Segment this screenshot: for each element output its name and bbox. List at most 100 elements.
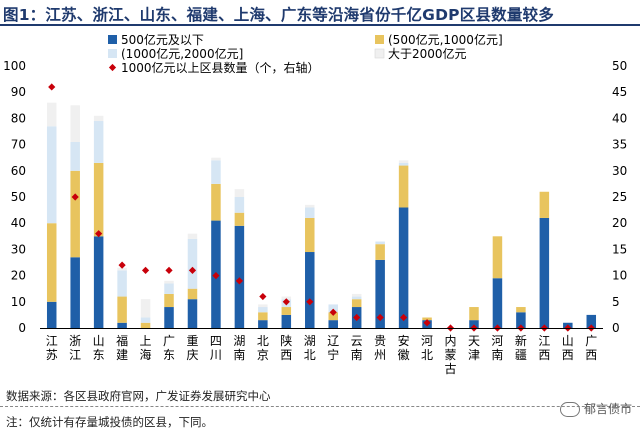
marker-diamond [118, 261, 126, 269]
x-tick-label-char: 北 [304, 348, 316, 362]
bar-segment-2 [469, 307, 479, 321]
legend-swatch [374, 48, 385, 59]
bar-segment-2 [539, 191, 550, 218]
y-left-tick-label: 60 [11, 164, 26, 178]
bar-segment-3 [398, 162, 409, 166]
x-tick-label-char: 蒙 [445, 348, 457, 362]
y-left-tick-label: 0 [18, 321, 26, 335]
bar-segment-3 [164, 283, 174, 294]
bar-segment-2 [46, 223, 57, 302]
marker-diamond [235, 277, 243, 285]
bar-segment-2 [351, 299, 362, 308]
x-tick-label-char: 河 [491, 334, 503, 348]
bar-segment-4 [93, 115, 104, 122]
y-right-tick-label: 50 [612, 59, 627, 73]
x-tick-label-char: 广 [163, 334, 175, 348]
bar-segment-1 [586, 314, 597, 328]
x-tick-label-char: 庆 [186, 348, 198, 362]
x-tick-label-char: 重 [186, 334, 198, 348]
x-tick-label-char: 山 [562, 334, 574, 348]
y-right-tick-label: 0 [612, 321, 620, 335]
bar-segment-3 [187, 238, 198, 289]
x-tick-label-char: 湖 [304, 333, 316, 348]
bar-segment-2 [422, 317, 432, 321]
bar-segment-4 [187, 233, 198, 239]
legend-swatch [108, 49, 117, 58]
bar-segment-3 [117, 270, 127, 297]
bar-segment-3 [70, 141, 80, 171]
y-right-tick-label: 40 [612, 111, 627, 125]
bar-segment-1 [328, 320, 338, 328]
y-right-tick-label: 20 [612, 216, 627, 230]
marker-diamond [48, 83, 56, 91]
bar-segment-4 [70, 105, 80, 142]
x-tick-label-char: 京 [257, 348, 269, 362]
bar-segment-1 [469, 320, 479, 328]
x-tick-label-char: 西 [538, 348, 550, 362]
x-tick-label-char: 南 [233, 347, 245, 362]
marker-diamond [376, 313, 384, 322]
bar-segment-4 [234, 189, 245, 197]
x-tick-label-char: 江 [69, 348, 81, 362]
bar-segment-3 [234, 197, 245, 213]
bar-segment-2 [398, 165, 409, 208]
x-tick-label-char: 河 [421, 334, 433, 348]
y-left-tick-label: 40 [11, 216, 26, 230]
x-tick-label-char: 建 [116, 348, 128, 362]
bar-segment-1 [46, 301, 57, 328]
bar-segment-1 [234, 225, 245, 328]
bar-segment-2 [258, 312, 268, 321]
y-left-tick-label: 20 [11, 269, 26, 283]
marker-diamond [165, 266, 173, 274]
bar-segment-4 [351, 293, 362, 297]
x-tick-label-char: 东 [93, 348, 105, 362]
marker-diamond [95, 230, 103, 238]
bar-segment-3 [140, 317, 151, 323]
x-tick-label-char: 东 [163, 348, 175, 362]
marker-diamond [400, 313, 408, 322]
x-tick-label-char: 上 [140, 334, 152, 348]
bar-segment-1 [375, 259, 385, 328]
x-tick-label-char: 福 [116, 333, 128, 348]
bar-segment-2 [375, 244, 385, 260]
legend-swatch [375, 35, 384, 44]
legend-label: (1000亿元,2000亿元] [121, 46, 243, 61]
bar-segment-3 [258, 307, 268, 313]
marker-diamond [188, 266, 197, 274]
source-divider [0, 406, 640, 407]
bar-segment-2 [187, 288, 198, 300]
bar-segment-3 [375, 241, 385, 245]
bar-segment-1 [305, 252, 315, 328]
bar-segment-3 [93, 121, 104, 163]
bar-segment-1 [492, 278, 503, 328]
bar-segment-2 [281, 307, 292, 315]
x-tick-label-char: 辽 [327, 334, 339, 348]
bar-segment-2 [93, 162, 104, 237]
bar-segment-4 [211, 157, 221, 161]
marker-diamond [306, 298, 314, 306]
title-divider [0, 24, 640, 26]
y-left-tick-label: 30 [11, 242, 26, 256]
marker-diamond [212, 272, 220, 280]
bar-segment-1 [164, 307, 174, 328]
y-left-tick-label: 90 [11, 85, 26, 99]
y-left-tick-label: 80 [11, 111, 26, 125]
x-tick-label-char: 西 [562, 348, 574, 362]
bar-segment-2 [164, 293, 174, 308]
marker-diamond [141, 266, 150, 274]
bar-segment-4 [398, 160, 409, 163]
bar-segment-3 [211, 160, 221, 184]
x-tick-label-char: 浙 [69, 334, 81, 348]
bar-segment-4 [140, 299, 151, 318]
bar-segment-3 [305, 207, 315, 218]
bar-segment-1 [281, 314, 292, 328]
x-tick-label-char: 内 [445, 334, 457, 348]
bar-segment-3 [351, 296, 362, 300]
y-right-tick-label: 10 [612, 269, 627, 283]
marker-diamond [71, 193, 79, 201]
x-tick-label-char: 云 [351, 334, 363, 348]
marker-diamond [423, 319, 431, 327]
bar-segment-3 [328, 304, 338, 313]
legend-label: 500亿元及以下 [121, 32, 204, 47]
